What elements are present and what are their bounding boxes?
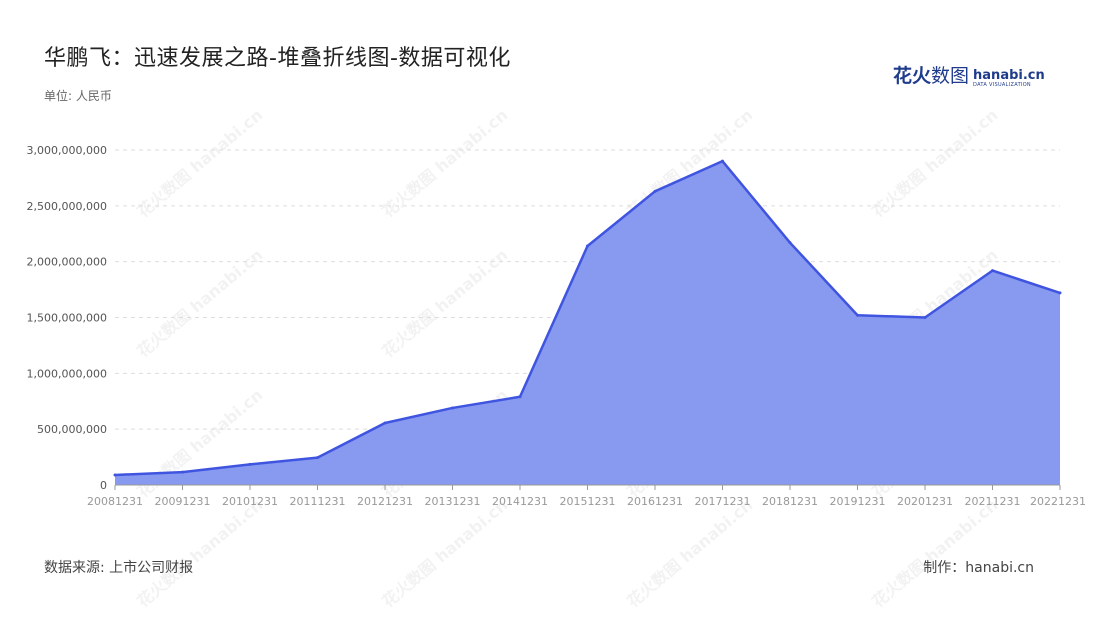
- data-point: [586, 244, 589, 248]
- y-tick-label: 500,000,000: [37, 423, 107, 436]
- x-tick-label: 20181231: [762, 495, 818, 508]
- logo-cn-light: 数图: [931, 65, 970, 87]
- x-tick-label: 20101231: [222, 495, 278, 508]
- y-axis-ticks: 0 500,000,000 1,000,000,000 1,500,000,000 2,…: [27, 144, 107, 492]
- y-tick-label: 0: [100, 479, 107, 492]
- brand-logo: 花火数图 hanabi.cn DATA VISUALIZATION: [893, 58, 1045, 88]
- x-tick-label: 20111231: [290, 495, 346, 508]
- data-point: [113, 473, 117, 477]
- logo-cn: 花火数图: [893, 61, 969, 88]
- data-point: [451, 406, 454, 410]
- data-point: [518, 395, 522, 399]
- data-point: [991, 269, 994, 273]
- x-tick-label: 20201231: [897, 495, 953, 508]
- x-tick-label: 20151231: [560, 495, 616, 508]
- data-point: [923, 316, 927, 319]
- x-tick-label: 20091231: [155, 495, 211, 508]
- data-point: [181, 470, 184, 474]
- x-tick-label: 20121231: [357, 495, 413, 508]
- y-tick-label: 2,000,000,000: [27, 256, 107, 269]
- data-point: [316, 456, 319, 460]
- x-tick-label: 20171231: [695, 495, 751, 508]
- y-tick-label: 3,000,000,000: [27, 144, 107, 157]
- chart-title: 华鹏飞：迅速发展之路-堆叠折线图-数据可视化: [44, 46, 511, 71]
- x-tick-label: 20131231: [425, 495, 481, 508]
- y-tick-label: 1,000,000,000: [27, 367, 107, 380]
- y-tick-label: 1,500,000,000: [27, 312, 107, 325]
- data-point: [653, 189, 657, 193]
- area-layer: [113, 159, 1062, 485]
- area-fill: [115, 161, 1060, 485]
- logo-en: hanabi.cn DATA VISUALIZATION: [973, 69, 1045, 88]
- data-point: [721, 159, 724, 163]
- credit-label: 制作：hanabi.cn: [923, 560, 1034, 576]
- x-axis-ticks: 20081231 20091231 20101231 20111231 20121231…: [87, 485, 1086, 508]
- x-tick-label: 20211231: [965, 495, 1021, 508]
- data-source: 数据来源: 上市公司财报: [44, 560, 194, 576]
- unit-label: 单位: 人民币: [44, 89, 112, 103]
- data-point: [788, 241, 792, 245]
- data-point: [248, 462, 252, 466]
- data-point: [383, 421, 387, 425]
- x-tick-label: 20081231: [87, 495, 143, 508]
- logo-cn-bold: 花火: [893, 65, 932, 87]
- x-tick-label: 20191231: [830, 495, 886, 508]
- x-tick-label: 20221231: [1030, 495, 1086, 508]
- data-point: [1058, 291, 1062, 295]
- x-tick-label: 20141231: [492, 495, 548, 508]
- data-point: [856, 313, 859, 317]
- logo-en-subtext: DATA VISUALIZATION: [973, 82, 1031, 88]
- y-tick-label: 2,500,000,000: [27, 200, 107, 213]
- x-tick-label: 20161231: [627, 495, 683, 508]
- logo-en-text: hanabi.cn: [973, 68, 1045, 83]
